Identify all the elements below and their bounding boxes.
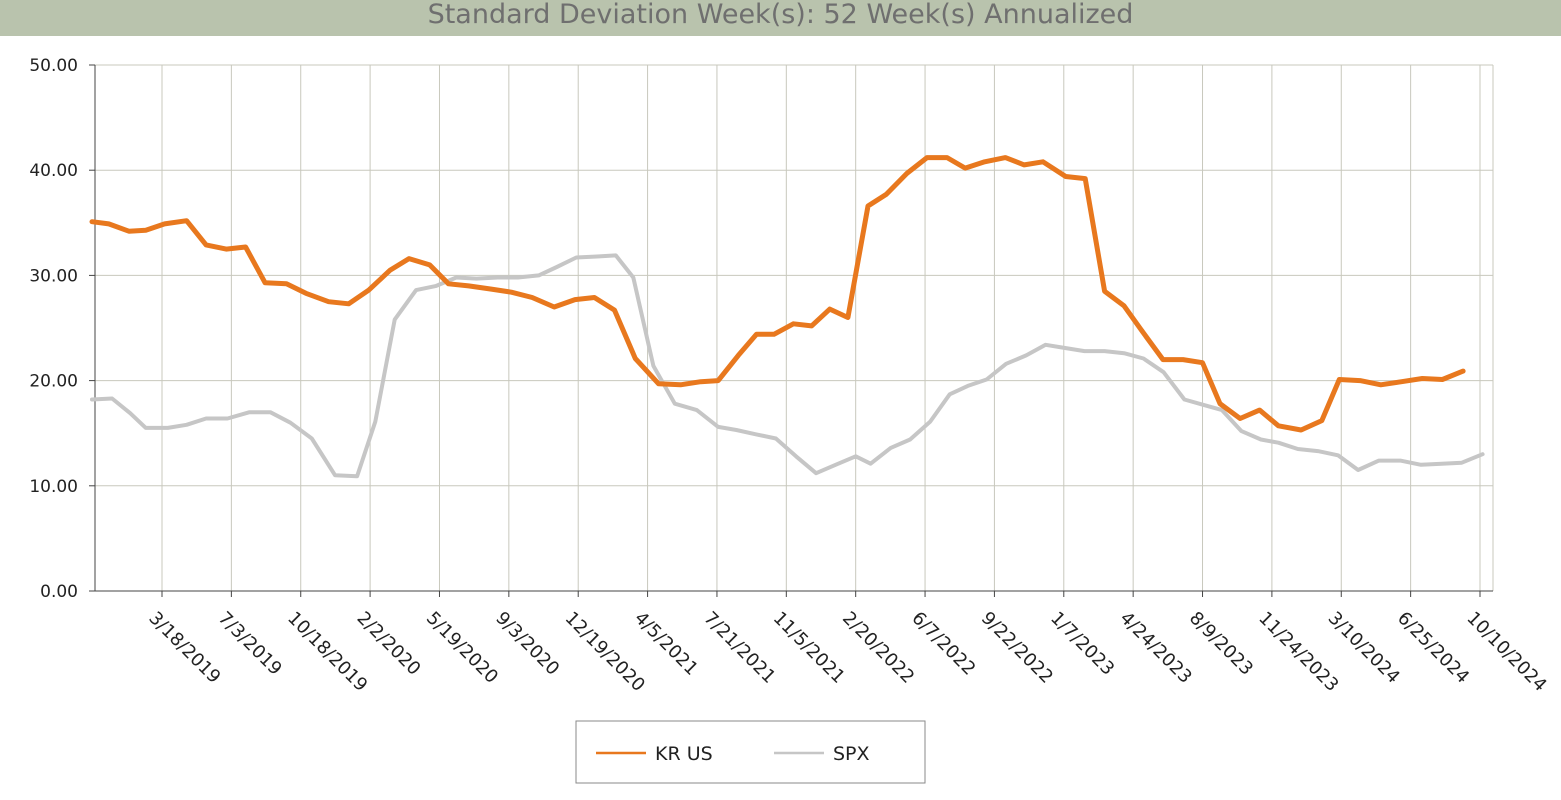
x-tick-label: 9/3/2020 (491, 608, 563, 680)
grid-layer (95, 64, 1494, 591)
legend: KR US SPX (575, 720, 926, 784)
x-tick-label: 7/3/2019 (214, 608, 286, 680)
y-tick-label: 50.00 (29, 56, 78, 76)
x-tick-label: 4/24/2023 (1116, 608, 1196, 688)
chart-title-bar: Standard Deviation Week(s): 52 Week(s) A… (0, 0, 1561, 36)
y-tick-label: 10.00 (29, 477, 78, 497)
chart-title: Standard Deviation Week(s): 52 Week(s) A… (427, 0, 1134, 30)
y-tick-label: 40.00 (29, 161, 78, 181)
x-tick-label: 5/19/2020 (422, 608, 502, 688)
legend-label-kr-us: KR US (655, 743, 713, 765)
x-tick-label: 8/9/2023 (1185, 608, 1257, 680)
series-layer (89, 155, 1485, 479)
x-tick-label: 7/21/2021 (699, 608, 779, 688)
x-tick-label: 3/18/2019 (144, 608, 224, 688)
y-tick-label: 20.00 (29, 372, 78, 392)
legend-label-spx: SPX (833, 743, 870, 765)
axis-layer: 0.0010.0020.0030.0040.0050.003/18/20197/… (29, 56, 1550, 696)
x-tick-label: 6/25/2024 (1393, 608, 1473, 688)
x-tick-label: 6/7/2022 (908, 608, 980, 680)
x-tick-label: 2/2/2020 (353, 608, 425, 680)
x-tick-label: 11/5/2021 (769, 608, 849, 688)
x-tick-label: 9/22/2022 (977, 608, 1057, 688)
x-tick-label: 2/20/2022 (838, 608, 918, 688)
x-tick-label: 1/7/2023 (1046, 608, 1118, 680)
x-tick-label: 4/5/2021 (630, 608, 702, 680)
series-line-spx (90, 253, 1485, 479)
x-tick-label: 10/10/2024 (1462, 608, 1550, 696)
y-tick-label: 30.00 (29, 266, 78, 286)
y-tick-label: 0.00 (40, 582, 78, 602)
series-line-kr-us (89, 155, 1466, 433)
